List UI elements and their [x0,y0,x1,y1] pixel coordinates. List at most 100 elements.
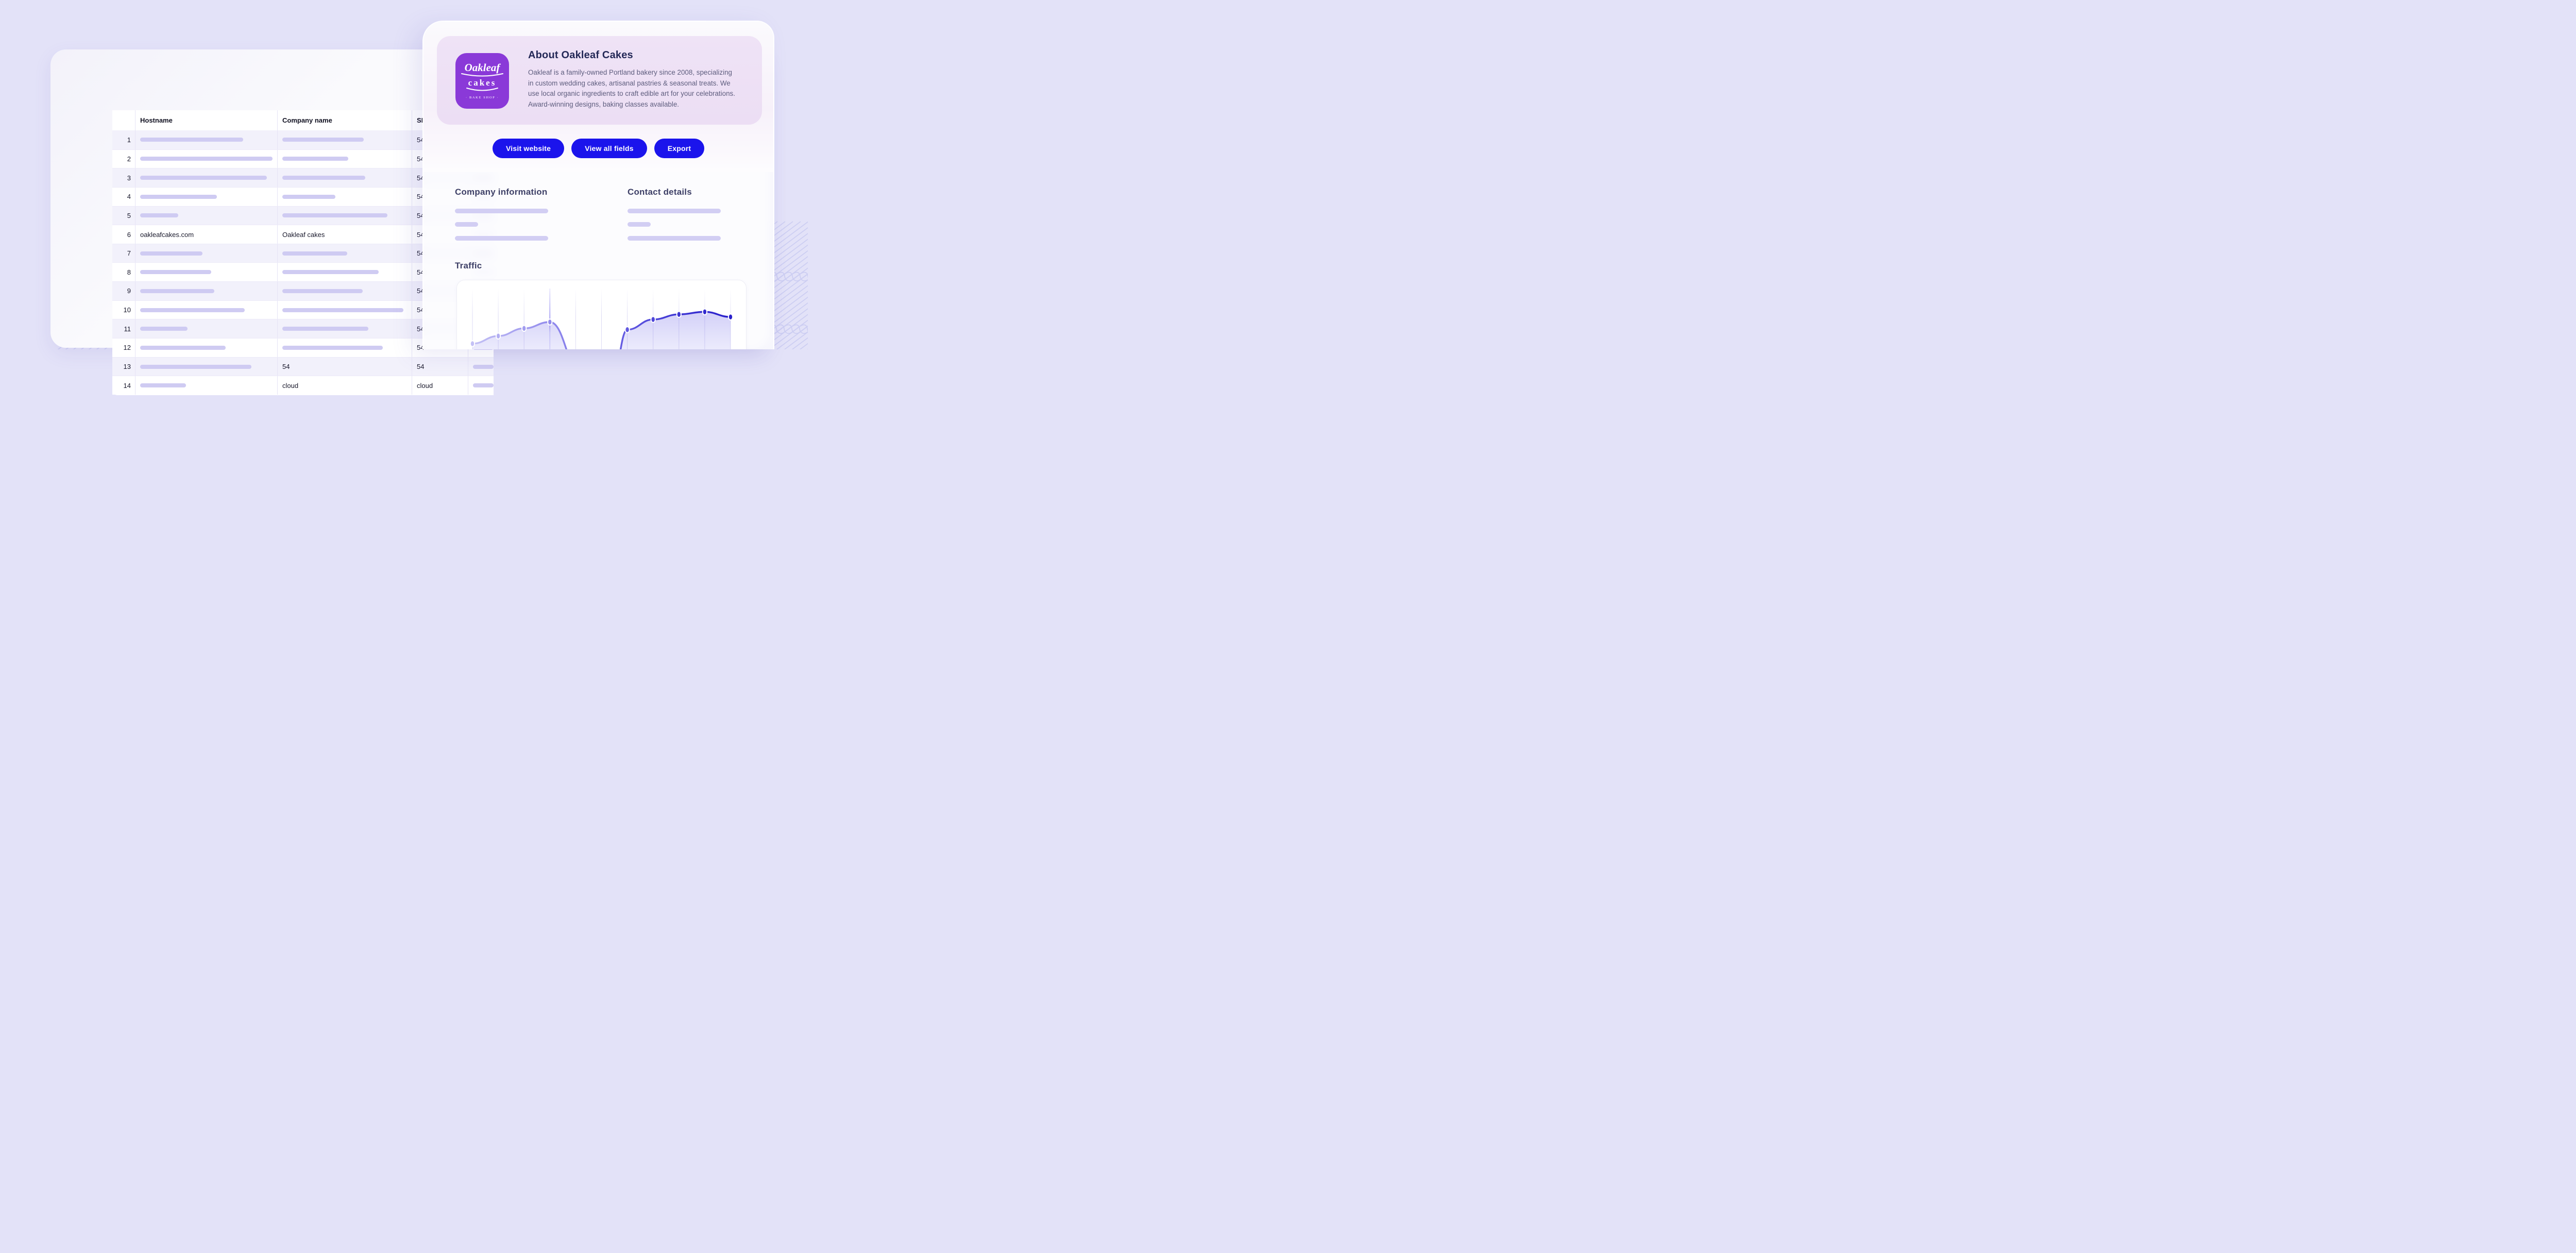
cell-extra [468,358,494,376]
traffic-heading: Traffic [455,261,482,270]
cell-hostname [135,376,278,395]
placeholder-bar [140,364,251,369]
cell-row-number: 6 [112,225,135,244]
logo-swoosh-icon [461,73,503,77]
cell-hostname [135,357,278,376]
cell-hostname [135,300,278,319]
cell-hostname [135,168,278,187]
placeholder-bar [282,251,347,256]
cell-row-number: 3 [112,168,135,187]
visit-website-button[interactable]: Visit website [493,139,565,158]
placeholder-bar [140,383,186,388]
cell-row-number: 4 [112,187,135,206]
cell-row-number: 5 [112,206,135,225]
cell-company-name [278,130,412,149]
cell-row-number: 10 [112,300,135,319]
cell-sic-code: cloud [412,376,468,395]
action-buttons-row: Visit website View all fields Export [493,139,705,158]
cell-row-number: 9 [112,282,135,300]
cell-sic-code: 54 [412,357,468,376]
cell-hostname [135,187,278,206]
placeholder-bar [140,270,211,275]
placeholder-bar-group [455,209,548,241]
traffic-chart-card [456,280,747,349]
contact-details-heading: Contact details [628,187,692,197]
cell-row-number: 8 [112,263,135,282]
table-row[interactable]: 13 54 54 [112,357,494,376]
placeholder-bar [140,176,267,180]
placeholder-bar [140,251,202,256]
placeholder-bar [282,194,335,199]
company-information-heading: Company information [455,187,548,197]
detail-panel: Oakleaf cakes · BAKE SHOP · About Oaklea… [422,21,774,349]
column-header-index [112,110,135,130]
placeholder-bar [282,308,403,312]
cell-hostname [135,338,278,357]
cell-row-number: 13 [112,357,135,376]
cell-row-number: 14 [112,376,135,395]
logo-wordmark-line2: cakes [468,78,497,88]
about-description: Oakleaf is a family-owned Portland baker… [528,69,735,108]
cell-company-name [278,187,412,206]
cell-row-number: 11 [112,319,135,338]
cell-hostname [135,263,278,282]
cell-row-number: 7 [112,244,135,263]
placeholder-bar [455,236,548,241]
placeholder-bar [282,138,364,142]
cell-company-name [278,263,412,282]
placeholder-bar [140,345,226,350]
cell-hostname [135,149,278,168]
cell-company-name: Oakleaf cakes [278,225,412,244]
table-row[interactable]: 14 cloud cloud [112,376,494,395]
cell-hostname [135,319,278,338]
placeholder-bar [628,222,651,227]
placeholder-bar [140,213,178,218]
placeholder-bar-group [628,209,721,241]
logo-tagline: · BAKE SHOP · [465,96,499,99]
placeholder-bar [473,383,494,388]
placeholder-bar [140,138,243,142]
placeholder-bar [140,157,273,161]
cell-extra [468,376,494,395]
cell-company-name [278,319,412,338]
placeholder-bar [140,194,217,199]
placeholder-bar [455,209,548,213]
about-title: About Oakleaf Cakes [528,49,633,61]
column-header-company: Company name [278,110,412,130]
placeholder-bar [628,236,721,241]
view-all-fields-button[interactable]: View all fields [571,139,647,158]
export-button[interactable]: Export [654,139,705,158]
cell-company-name [278,244,412,263]
cell-hostname [135,282,278,300]
placeholder-bar [473,364,494,369]
cell-row-number: 2 [112,149,135,168]
placeholder-bar [282,327,368,331]
about-card: Oakleaf cakes · BAKE SHOP · About Oaklea… [437,36,762,125]
placeholder-bar [455,222,478,227]
cell-company-name [278,168,412,187]
column-header-hostname: Hostname [135,110,278,130]
placeholder-bar [282,213,387,218]
cell-hostname [135,130,278,149]
logo-wordmark-line1: Oakleaf [464,61,500,74]
placeholder-bar [140,289,214,293]
cell-company-name [278,149,412,168]
logo-swoosh-icon [466,88,498,91]
traffic-chart-svg [469,289,734,349]
placeholder-bar [282,345,383,350]
cell-company-name [278,282,412,300]
cell-hostname [135,244,278,263]
cell-company-name: 54 [278,357,412,376]
cell-company-name [278,338,412,357]
placeholder-bar [282,270,379,275]
contact-details-section: Contact details [628,187,721,241]
cell-hostname [135,206,278,225]
oakleaf-cakes-logo: Oakleaf cakes · BAKE SHOP · [455,53,509,109]
cell-row-number: 12 [112,338,135,357]
cell-row-number: 1 [112,130,135,149]
placeholder-bar [140,308,245,312]
placeholder-bar [282,176,365,180]
placeholder-bar [628,209,721,213]
cell-company-name [278,206,412,225]
company-information-section: Company information [455,187,548,241]
